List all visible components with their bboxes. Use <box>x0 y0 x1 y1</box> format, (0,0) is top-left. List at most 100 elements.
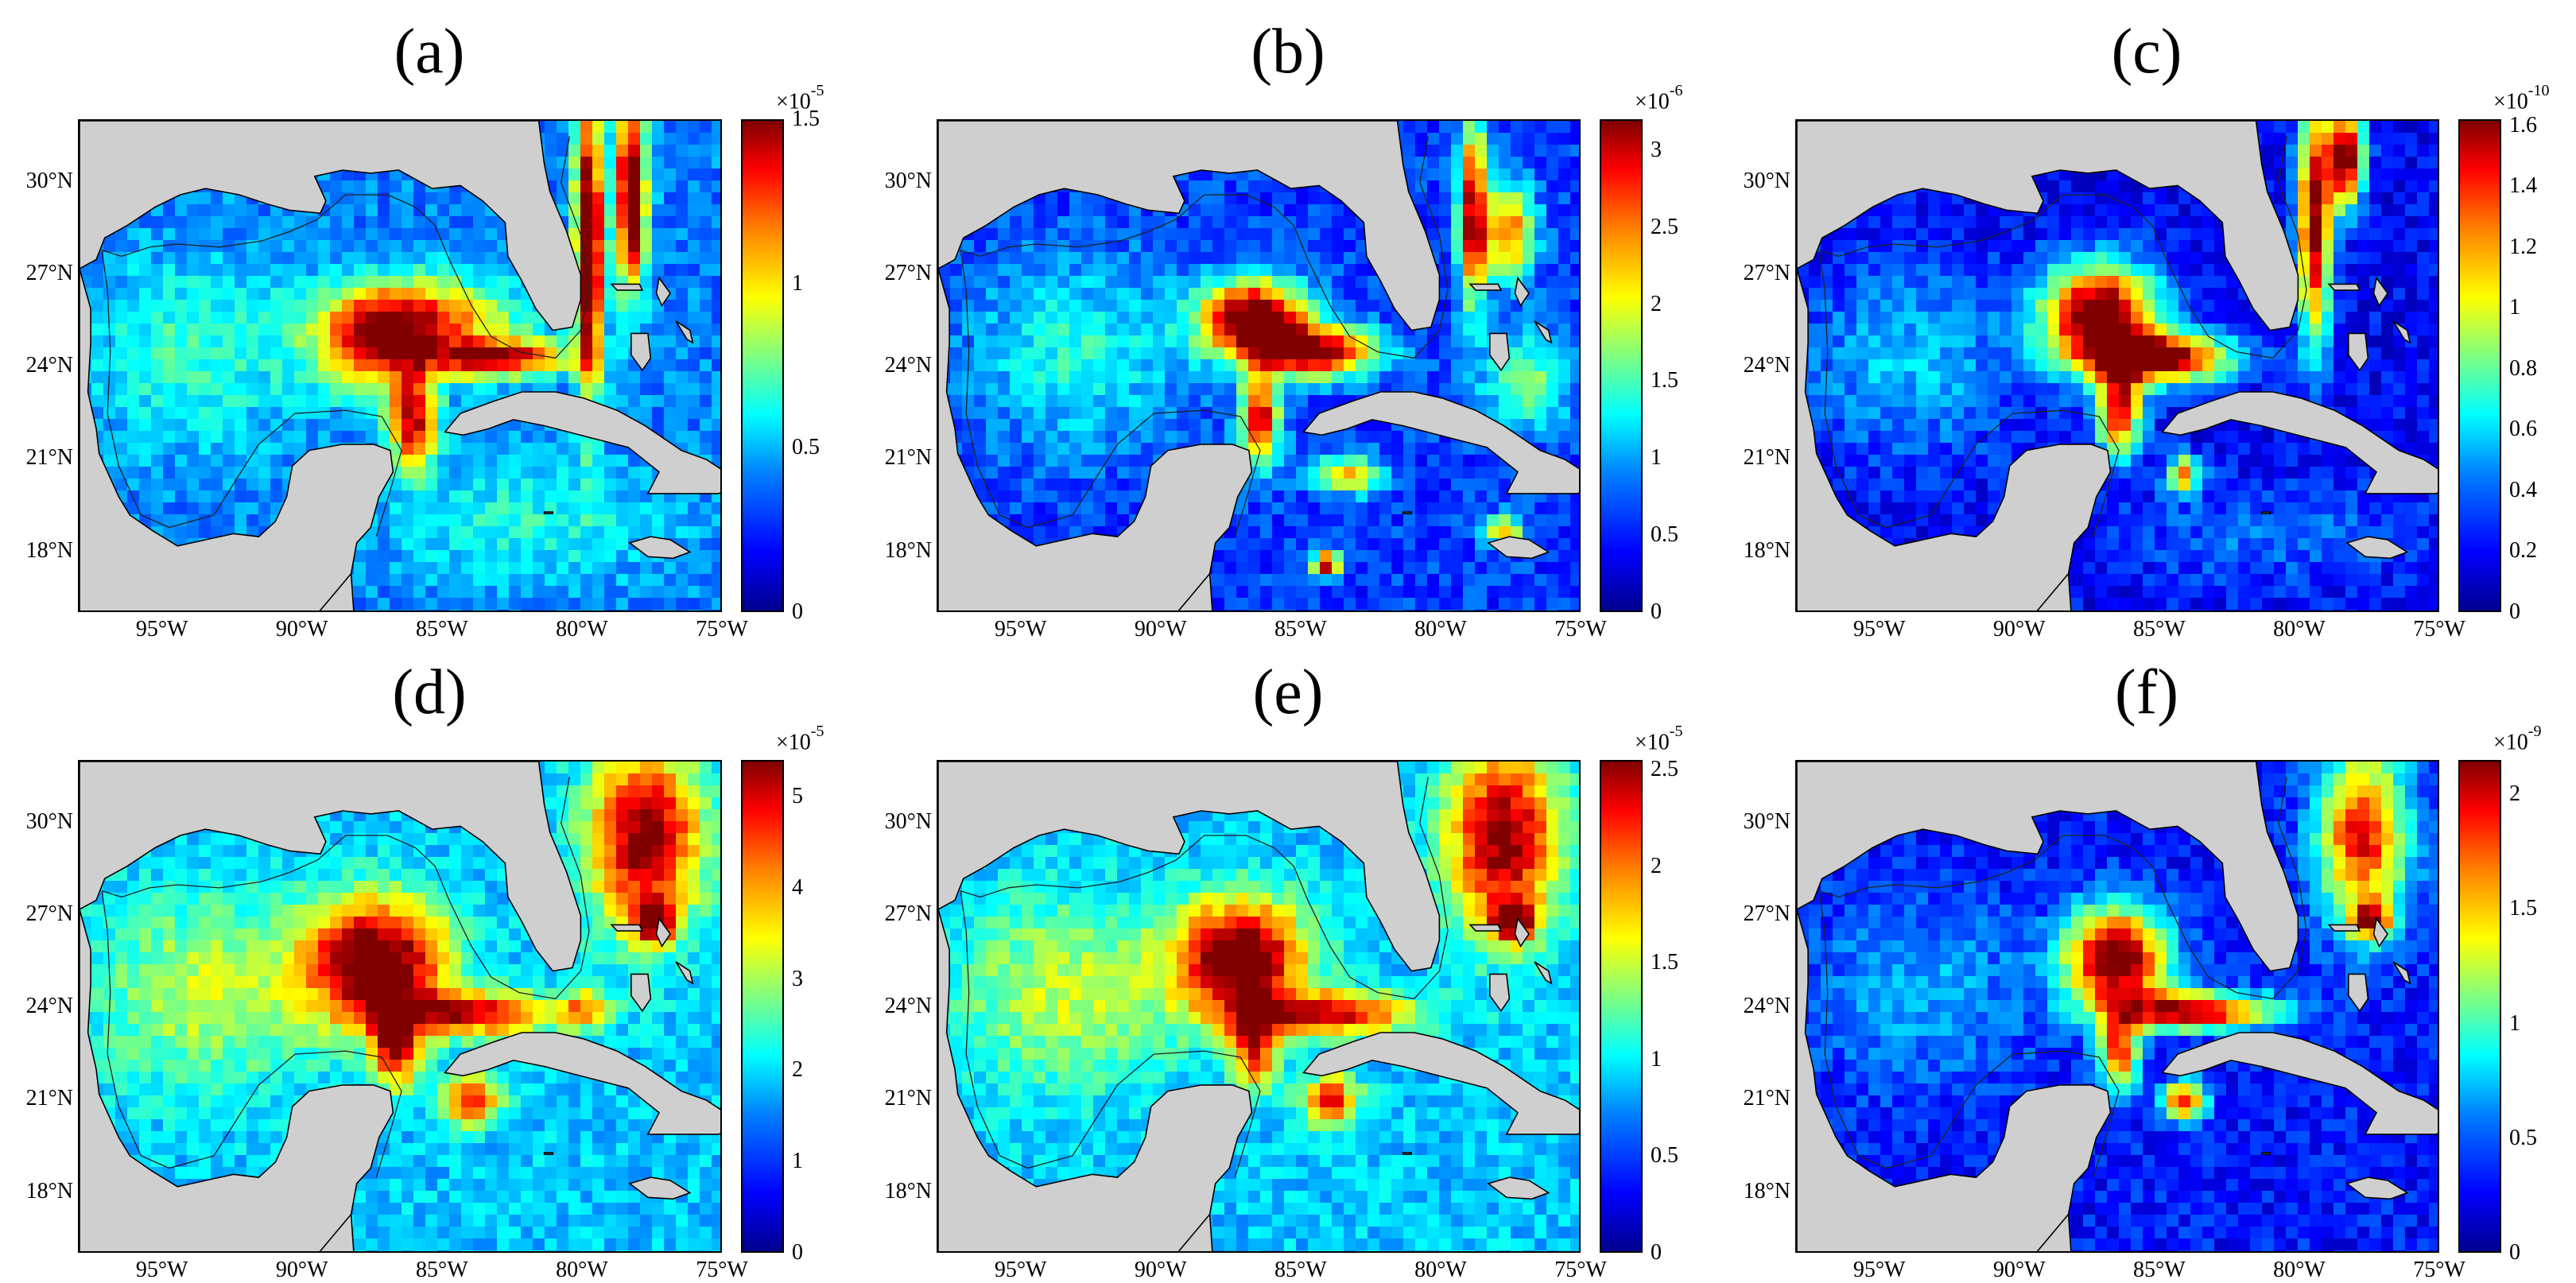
land-gbahama <box>1470 924 1501 931</box>
colorbar-tick-label: 1 <box>1651 1047 1662 1072</box>
colorbar <box>2458 760 2501 1253</box>
land-gbahama <box>2329 924 2360 931</box>
lon-tick-label: 75°W <box>2392 1258 2487 1283</box>
colorbar-tick-label: 3 <box>1651 138 1662 163</box>
colorbar-tick-label: 2.5 <box>1651 757 1678 782</box>
lat-tick-label: 27°N <box>1717 901 1790 927</box>
colorbar <box>1600 760 1643 1253</box>
lat-tick-label: 30°N <box>859 809 932 835</box>
colorbar-tick-label: 5 <box>792 784 803 809</box>
map-area <box>78 119 722 612</box>
map-svg <box>1797 121 2439 612</box>
lon-tick-label: 85°W <box>2112 1258 2207 1283</box>
lon-tick-label: 80°W <box>534 1258 630 1283</box>
lon-tick-label: 90°W <box>254 617 350 642</box>
colorbar-exponent: ×10-5 <box>776 723 824 755</box>
colorbar-tick-label: 0.5 <box>1651 1143 1678 1169</box>
land-gbahama <box>2329 284 2360 290</box>
lon-tick-label: 80°W <box>2252 1258 2347 1283</box>
lon-tick-label: 95°W <box>1832 1258 1927 1283</box>
colorbar-tick-label: 0.5 <box>2509 1126 2537 1151</box>
land-gbahama <box>1470 284 1501 290</box>
colorbar-exponent: ×10-6 <box>1635 83 1682 114</box>
map-svg <box>938 762 1581 1253</box>
lon-tick-label: 85°W <box>394 617 490 642</box>
lon-tick-label: 80°W <box>1393 617 1488 642</box>
map-area <box>1795 119 2439 612</box>
lat-tick-label: 21°N <box>859 1086 932 1111</box>
colorbar-tick-label: 1 <box>2509 295 2520 320</box>
lat-tick-label: 30°N <box>1717 809 1790 835</box>
lon-tick-label: 90°W <box>1113 1258 1208 1283</box>
lon-tick-label: 90°W <box>254 1258 350 1283</box>
panel-label: (f) <box>1717 657 2576 728</box>
colorbar <box>741 760 784 1253</box>
colorbar-tick-label: 0.8 <box>2509 356 2537 382</box>
lon-tick-label: 95°W <box>973 617 1069 642</box>
colorbar-tick-label: 2 <box>792 1057 803 1083</box>
lon-tick-label: 95°W <box>114 1258 210 1283</box>
lon-tick-label: 85°W <box>394 1258 490 1283</box>
lat-tick-label: 30°N <box>1717 169 1790 194</box>
land-gbahama <box>611 924 642 931</box>
map-svg <box>80 762 722 1253</box>
land-caymans <box>2262 512 2271 514</box>
land-caymans <box>545 1153 553 1154</box>
map-area <box>937 760 1581 1253</box>
panel-label: (e) <box>859 657 1717 728</box>
lon-tick-label: 85°W <box>1253 1258 1348 1283</box>
colorbar-tick-label: 0 <box>792 599 803 625</box>
map-svg <box>1797 762 2439 1253</box>
lon-tick-label: 85°W <box>1253 617 1348 642</box>
lon-tick-label: 95°W <box>973 1258 1069 1283</box>
lon-tick-label: 75°W <box>674 617 770 642</box>
colorbar-tick-label: 1 <box>792 271 803 297</box>
colorbar-exponent: ×10-5 <box>1635 723 1682 755</box>
lon-tick-label: 80°W <box>534 617 630 642</box>
colorbar <box>2458 119 2501 612</box>
lon-tick-label: 95°W <box>1832 617 1927 642</box>
colorbar-tick-label: 0 <box>1651 1240 1662 1266</box>
colorbar-tick-label: 0.2 <box>2509 538 2537 564</box>
lat-tick-label: 21°N <box>859 445 932 471</box>
colorbar-tick-label: 1.6 <box>2509 113 2537 138</box>
lat-tick-label: 24°N <box>0 994 73 1019</box>
colorbar-tick-label: 1.5 <box>792 107 820 132</box>
colorbar-tick-label: 1.5 <box>1651 950 1678 975</box>
lon-tick-label: 90°W <box>1972 1258 2067 1283</box>
map-area <box>78 760 722 1253</box>
land-caymans <box>545 512 553 514</box>
lon-tick-label: 80°W <box>1393 1258 1488 1283</box>
lat-tick-label: 24°N <box>1717 353 1790 378</box>
lon-tick-label: 95°W <box>114 617 210 642</box>
lat-tick-label: 30°N <box>859 169 932 194</box>
colorbar-tick-label: 1 <box>1651 445 1662 471</box>
lon-tick-label: 75°W <box>1533 1258 1628 1283</box>
colorbar-tick-label: 0 <box>2509 1240 2520 1266</box>
lon-tick-label: 80°W <box>2252 617 2347 642</box>
colorbar-tick-label: 2 <box>1651 854 1662 879</box>
lon-tick-label: 85°W <box>2112 617 2207 642</box>
colorbar-tick-label: 1 <box>2509 1011 2520 1037</box>
panel-label: (b) <box>859 16 1717 87</box>
colorbar-tick-label: 0.6 <box>2509 417 2537 442</box>
colorbar <box>1600 119 1643 612</box>
lat-tick-label: 18°N <box>1717 1179 1790 1204</box>
colorbar <box>741 119 784 612</box>
colorbar-tick-label: 0 <box>792 1240 803 1266</box>
lat-tick-label: 27°N <box>0 261 73 286</box>
lat-tick-label: 18°N <box>859 538 932 564</box>
colorbar-tick-label: 1.5 <box>1651 368 1678 393</box>
lon-tick-label: 75°W <box>1533 617 1628 642</box>
lon-tick-label: 75°W <box>674 1258 770 1283</box>
colorbar-tick-label: 2 <box>1651 292 1662 317</box>
colorbar-tick-label: 4 <box>792 875 803 901</box>
lat-tick-label: 24°N <box>1717 994 1790 1019</box>
land-caymans <box>1403 1153 1412 1154</box>
land-caymans <box>2262 1153 2271 1154</box>
